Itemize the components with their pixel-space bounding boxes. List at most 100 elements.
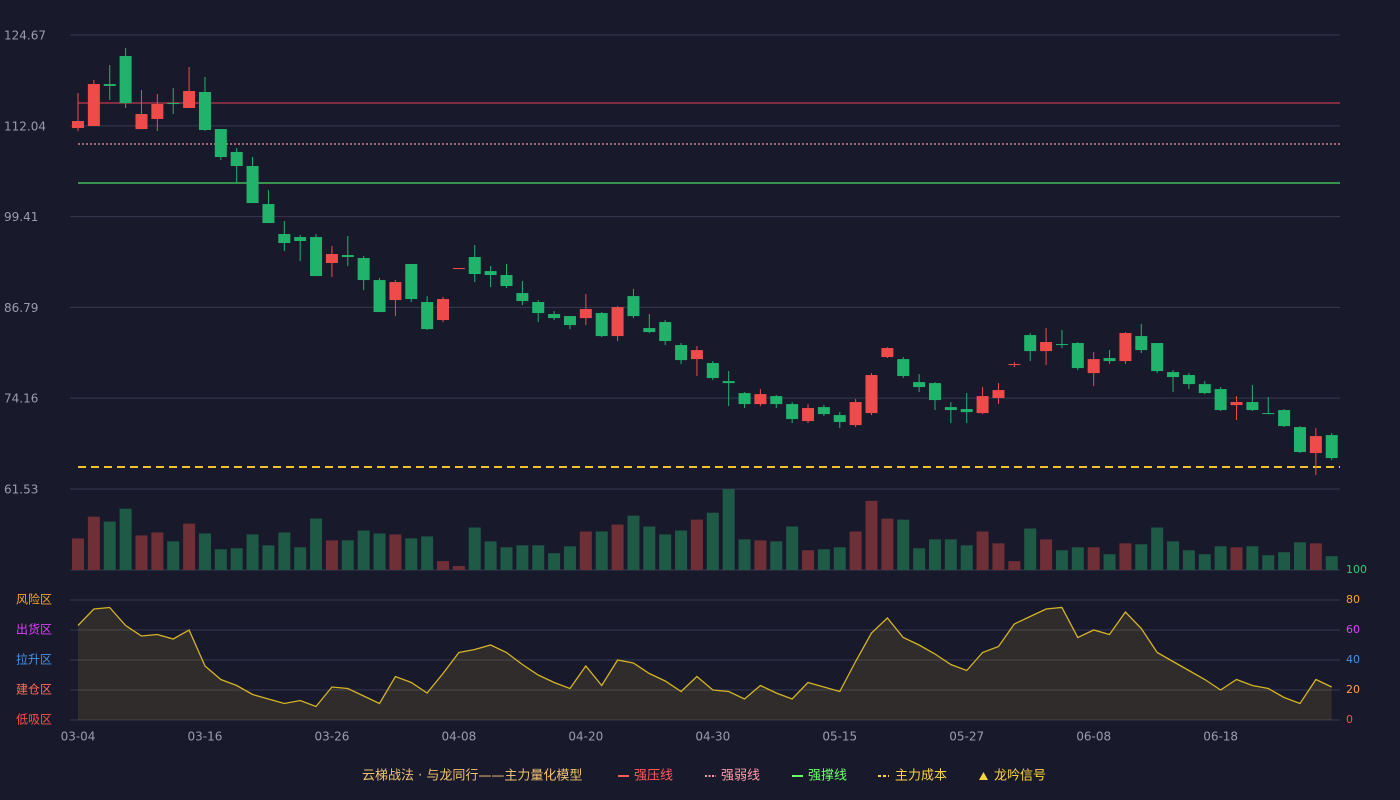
volume-bar — [151, 532, 164, 570]
candle-body — [198, 92, 211, 130]
candle-body — [913, 382, 926, 388]
candle-body — [1182, 375, 1195, 385]
x-tick-label: 06-08 — [1076, 730, 1111, 744]
candle-body — [214, 129, 227, 158]
candle-body — [611, 307, 624, 337]
candle-body — [262, 204, 275, 224]
candle-body — [1119, 333, 1132, 362]
volume-bar — [532, 545, 545, 570]
legend-triangle — [979, 772, 988, 780]
legend-label: 龙吟信号 — [994, 768, 1046, 784]
volume-bar — [1325, 556, 1338, 570]
volume-bar — [230, 548, 243, 570]
zone-label: 风险区 — [16, 592, 52, 607]
x-tick-label: 04-20 — [568, 730, 603, 744]
volume-bar — [976, 531, 989, 570]
volume-bar — [468, 527, 481, 570]
candle-body — [738, 393, 751, 405]
volume-bar — [548, 553, 561, 570]
candle-body — [1309, 436, 1322, 454]
volume-bar — [992, 543, 1005, 570]
volume-bar — [452, 566, 465, 570]
candle-body — [1055, 344, 1068, 346]
candle-body — [230, 151, 243, 167]
candle-body — [1024, 335, 1037, 352]
volume-bar — [627, 515, 640, 570]
candle-body — [452, 268, 465, 270]
candle-body — [579, 309, 592, 319]
candle-body — [675, 345, 688, 361]
volume-bar — [389, 534, 402, 570]
volume-bar — [1103, 554, 1116, 570]
volume-bar — [198, 533, 211, 570]
candle-body — [595, 313, 608, 337]
candle-body — [119, 55, 132, 104]
legend-label: 强压线 — [634, 769, 673, 784]
candle-body — [944, 407, 957, 411]
x-tick-label: 06-18 — [1203, 730, 1238, 744]
volume-bar — [1008, 561, 1021, 570]
candle-body — [1246, 402, 1259, 411]
volume-bar — [1198, 554, 1211, 570]
candle-body — [563, 316, 576, 326]
volume-bar — [802, 550, 815, 570]
x-tick-label: 03-16 — [188, 730, 223, 744]
volume-bar — [294, 547, 307, 570]
candle-body — [357, 258, 370, 281]
volume-bar — [738, 539, 751, 570]
volume-bar — [675, 530, 688, 570]
zone-label: 出货区 — [16, 622, 52, 637]
volume-bar — [817, 549, 830, 570]
volume-bar — [1119, 543, 1132, 570]
candle-body — [1167, 372, 1180, 378]
volume-bar — [135, 535, 148, 570]
y-tick-label: 86.79 — [4, 301, 38, 315]
candle-body — [802, 408, 815, 422]
candle-body — [294, 237, 307, 242]
y-tick-label: 99.41 — [4, 210, 38, 224]
volume-bar — [516, 545, 529, 570]
candle-body — [992, 390, 1005, 399]
volume-bar — [1024, 528, 1037, 570]
volume-bar — [373, 533, 386, 570]
volume-bar — [1040, 539, 1053, 570]
candle-body — [500, 275, 513, 287]
volume-bar — [1214, 546, 1227, 570]
candle-body — [1325, 435, 1338, 459]
volume-bar — [484, 541, 497, 570]
volume-bar — [183, 523, 196, 570]
candle-body — [833, 415, 846, 423]
candle-body — [1293, 427, 1306, 453]
candle-body — [103, 84, 116, 86]
y-tick-label: 61.53 — [4, 483, 38, 497]
y2-tick-label: 80 — [1346, 593, 1360, 606]
volume-bar — [754, 540, 767, 570]
volume-bar — [928, 539, 941, 570]
zone-label: 低吸区 — [16, 713, 52, 727]
candle-body — [1071, 343, 1084, 369]
oscillator-line — [77, 606, 1332, 708]
candle-body — [786, 404, 799, 420]
candle-body — [1040, 342, 1053, 352]
candle-body — [1151, 343, 1164, 372]
volume-bar — [881, 518, 894, 570]
candle-body — [690, 350, 703, 360]
volume-bar — [770, 541, 783, 570]
volume-bar — [119, 508, 132, 570]
x-tick-label: 05-15 — [822, 730, 857, 744]
volume-bar — [1182, 550, 1195, 570]
volume-bar — [167, 541, 180, 570]
volume-bar — [341, 540, 354, 570]
candle-body — [151, 104, 164, 119]
candle-body — [1198, 384, 1211, 394]
candle-body — [516, 293, 529, 302]
volume-bar — [437, 561, 450, 570]
y-tick-label: 112.04 — [4, 119, 46, 133]
volume-bar — [1055, 550, 1068, 570]
candle-body — [341, 255, 354, 258]
volume-bar — [722, 489, 735, 570]
legend-label: 主力成本 — [895, 769, 947, 784]
